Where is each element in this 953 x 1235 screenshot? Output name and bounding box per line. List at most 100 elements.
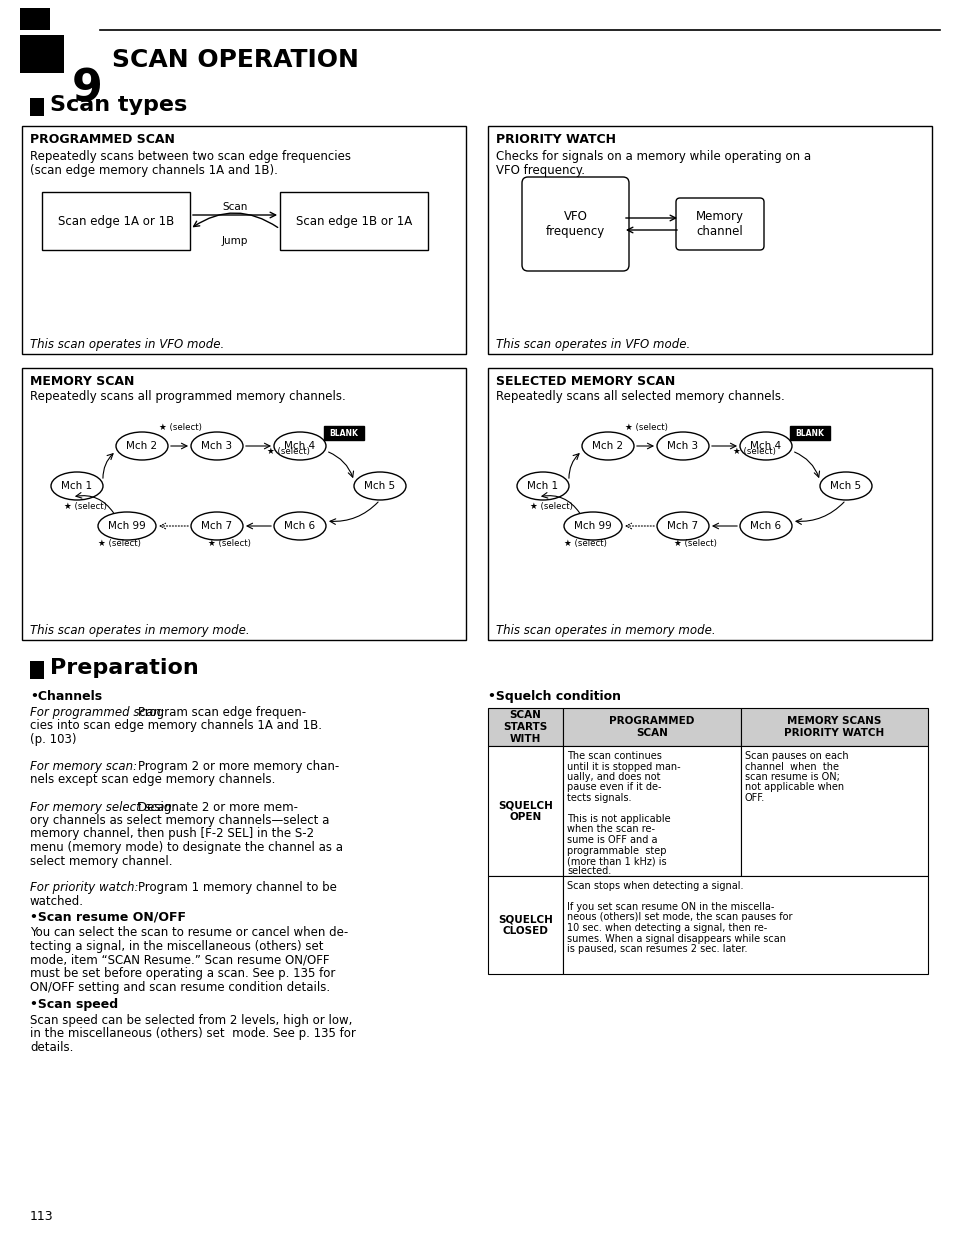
Text: Mch 7: Mch 7 xyxy=(667,521,698,531)
Bar xyxy=(562,746,740,876)
Ellipse shape xyxy=(581,432,634,459)
Text: Scan stops when detecting a signal.: Scan stops when detecting a signal. xyxy=(566,881,742,890)
Text: sume is OFF and a: sume is OFF and a xyxy=(566,835,657,845)
Text: Mch 3: Mch 3 xyxy=(201,441,233,451)
Text: For programmed scan:: For programmed scan: xyxy=(30,706,165,719)
Ellipse shape xyxy=(51,472,103,500)
Text: ★ (select): ★ (select) xyxy=(64,501,107,511)
Text: Repeatedly scans all programmed memory channels.: Repeatedly scans all programmed memory c… xyxy=(30,390,345,403)
Text: not applicable when: not applicable when xyxy=(744,783,843,793)
Text: Preparation: Preparation xyxy=(50,658,198,678)
Text: cies into scan edge memory channels 1A and 1B.: cies into scan edge memory channels 1A a… xyxy=(30,720,322,732)
Text: Scan speed can be selected from 2 levels, high or low,: Scan speed can be selected from 2 levels… xyxy=(30,1014,352,1028)
Text: This scan operates in VFO mode.: This scan operates in VFO mode. xyxy=(496,338,690,351)
Text: details.: details. xyxy=(30,1041,73,1053)
Text: 113: 113 xyxy=(30,1210,53,1223)
Text: •Squelch condition: •Squelch condition xyxy=(488,690,620,703)
Text: PROGRAMMED SCAN: PROGRAMMED SCAN xyxy=(30,133,174,146)
Bar xyxy=(740,746,927,876)
Ellipse shape xyxy=(98,513,156,540)
Text: Scan pauses on each: Scan pauses on each xyxy=(744,751,848,761)
FancyBboxPatch shape xyxy=(524,180,631,274)
Text: •Scan resume ON/OFF: •Scan resume ON/OFF xyxy=(30,910,186,924)
Text: Jump: Jump xyxy=(222,236,248,246)
Ellipse shape xyxy=(657,432,708,459)
Ellipse shape xyxy=(354,472,406,500)
Text: memory channel, then push [F-2 SEL] in the S-2: memory channel, then push [F-2 SEL] in t… xyxy=(30,827,314,841)
Text: ★ (select): ★ (select) xyxy=(673,538,716,548)
Bar xyxy=(488,126,931,354)
Text: Mch 1: Mch 1 xyxy=(61,480,92,492)
Text: BLANK: BLANK xyxy=(795,429,823,437)
Text: Program 2 or more memory chan-: Program 2 or more memory chan- xyxy=(138,760,339,773)
Text: This scan operates in memory mode.: This scan operates in memory mode. xyxy=(496,624,715,637)
Text: select memory channel.: select memory channel. xyxy=(30,855,172,867)
Bar xyxy=(20,35,64,73)
Text: Mch 2: Mch 2 xyxy=(592,441,623,451)
Text: 9: 9 xyxy=(71,68,103,111)
Ellipse shape xyxy=(820,472,871,500)
Text: For memory select scan:: For memory select scan: xyxy=(30,800,175,814)
Bar xyxy=(45,195,193,253)
Text: tecting a signal, in the miscellaneous (others) set: tecting a signal, in the miscellaneous (… xyxy=(30,940,323,953)
Text: For memory scan:: For memory scan: xyxy=(30,760,137,773)
Ellipse shape xyxy=(563,513,621,540)
Text: Program 1 memory channel to be: Program 1 memory channel to be xyxy=(138,882,336,894)
Bar xyxy=(22,368,465,640)
Ellipse shape xyxy=(517,472,568,500)
Bar xyxy=(22,126,465,354)
Text: VFO frequency.: VFO frequency. xyxy=(496,164,584,177)
Text: Mch 2: Mch 2 xyxy=(127,441,157,451)
Text: (scan edge memory channels 1A and 1B).: (scan edge memory channels 1A and 1B). xyxy=(30,164,277,177)
Text: You can select the scan to resume or cancel when de-: You can select the scan to resume or can… xyxy=(30,926,348,940)
Text: ★ (select): ★ (select) xyxy=(158,424,201,432)
Text: Scan edge 1B or 1A: Scan edge 1B or 1A xyxy=(295,215,412,227)
Text: Program scan edge frequen-: Program scan edge frequen- xyxy=(138,706,306,719)
Text: programmable  step: programmable step xyxy=(566,846,666,856)
Text: SCAN
STARTS
WITH: SCAN STARTS WITH xyxy=(503,710,547,743)
Text: Mch 6: Mch 6 xyxy=(750,521,781,531)
Text: Mch 99: Mch 99 xyxy=(108,521,146,531)
Text: Mch 5: Mch 5 xyxy=(829,480,861,492)
Text: is paused, scan resumes 2 sec. later.: is paused, scan resumes 2 sec. later. xyxy=(566,944,747,953)
Text: ★ (select): ★ (select) xyxy=(529,501,572,511)
Text: BLANK: BLANK xyxy=(329,429,358,437)
Text: Scan: Scan xyxy=(222,203,248,212)
Bar xyxy=(562,708,740,746)
Text: MEMORY SCANS
PRIORITY WATCH: MEMORY SCANS PRIORITY WATCH xyxy=(783,716,883,737)
Bar xyxy=(488,876,562,974)
Text: 10 sec. when detecting a signal, then re-: 10 sec. when detecting a signal, then re… xyxy=(566,923,766,932)
Bar xyxy=(324,426,364,440)
Text: Mch 99: Mch 99 xyxy=(574,521,611,531)
Text: channel  when  the: channel when the xyxy=(744,762,838,772)
Text: Designate 2 or more mem-: Designate 2 or more mem- xyxy=(138,800,297,814)
Text: menu (memory mode) to designate the channel as a: menu (memory mode) to designate the chan… xyxy=(30,841,343,853)
Text: (more than 1 kHz) is: (more than 1 kHz) is xyxy=(566,856,666,866)
Text: selected.: selected. xyxy=(566,867,611,877)
Bar xyxy=(42,191,190,249)
Text: MEMORY SCAN: MEMORY SCAN xyxy=(30,375,134,388)
Text: when the scan re-: when the scan re- xyxy=(566,825,655,835)
Text: Repeatedly scans all selected memory channels.: Repeatedly scans all selected memory cha… xyxy=(496,390,784,403)
Text: SCAN OPERATION: SCAN OPERATION xyxy=(112,48,358,72)
Text: (p. 103): (p. 103) xyxy=(30,734,76,746)
Text: Mch 5: Mch 5 xyxy=(364,480,395,492)
Text: PRIORITY WATCH: PRIORITY WATCH xyxy=(496,133,616,146)
Text: Scan edge 1A or 1B: Scan edge 1A or 1B xyxy=(58,215,174,227)
Text: sumes. When a signal disappears while scan: sumes. When a signal disappears while sc… xyxy=(566,934,785,944)
Text: until it is stopped man-: until it is stopped man- xyxy=(566,762,679,772)
Ellipse shape xyxy=(191,432,243,459)
Text: Mch 4: Mch 4 xyxy=(284,441,315,451)
Bar xyxy=(20,7,50,30)
Text: neous (others)I set mode, the scan pauses for: neous (others)I set mode, the scan pause… xyxy=(566,913,792,923)
Text: tects signals.: tects signals. xyxy=(566,793,631,803)
Text: •Channels: •Channels xyxy=(30,690,102,703)
Text: Mch 6: Mch 6 xyxy=(284,521,315,531)
Text: Mch 1: Mch 1 xyxy=(527,480,558,492)
Text: Memory
channel: Memory channel xyxy=(696,210,743,238)
Text: Mch 3: Mch 3 xyxy=(667,441,698,451)
Bar xyxy=(488,368,931,640)
Text: This scan operates in memory mode.: This scan operates in memory mode. xyxy=(30,624,250,637)
Text: SQUELCH
CLOSED: SQUELCH CLOSED xyxy=(497,914,553,936)
Text: SELECTED MEMORY SCAN: SELECTED MEMORY SCAN xyxy=(496,375,675,388)
